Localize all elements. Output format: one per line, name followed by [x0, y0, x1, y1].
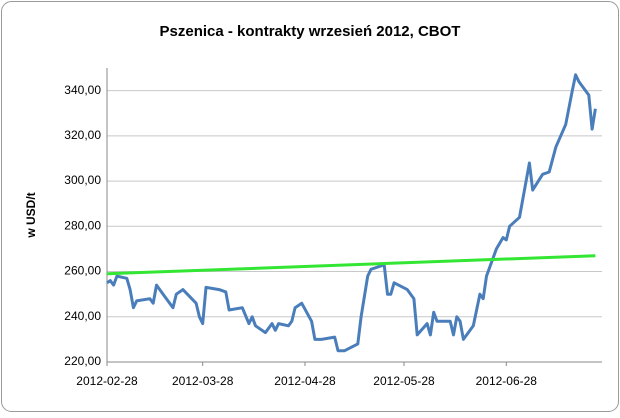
y-tick-label: 320,00 [64, 128, 101, 142]
y-tick-label: 300,00 [64, 173, 101, 187]
y-tick-label: 260,00 [64, 264, 101, 278]
y-tick-label: 220,00 [64, 354, 101, 368]
y-tick-label: 240,00 [64, 309, 101, 323]
y-tick-label: 340,00 [64, 83, 101, 97]
x-tick-label: 2012-06-28 [476, 374, 538, 388]
y-tick-label: 280,00 [64, 218, 101, 232]
x-tick-label: 2012-05-28 [373, 374, 435, 388]
x-tick-label: 2012-03-28 [172, 374, 234, 388]
y-axis-label: w USD/t [24, 192, 38, 238]
data-line [106, 254, 596, 276]
x-tick-label: 2012-04-28 [274, 374, 336, 388]
data-line [106, 73, 597, 353]
chart-title: Pszenica - kontrakty wrzesień 2012, CBOT [160, 23, 461, 40]
x-tick-label: 2012-02-28 [76, 374, 138, 388]
